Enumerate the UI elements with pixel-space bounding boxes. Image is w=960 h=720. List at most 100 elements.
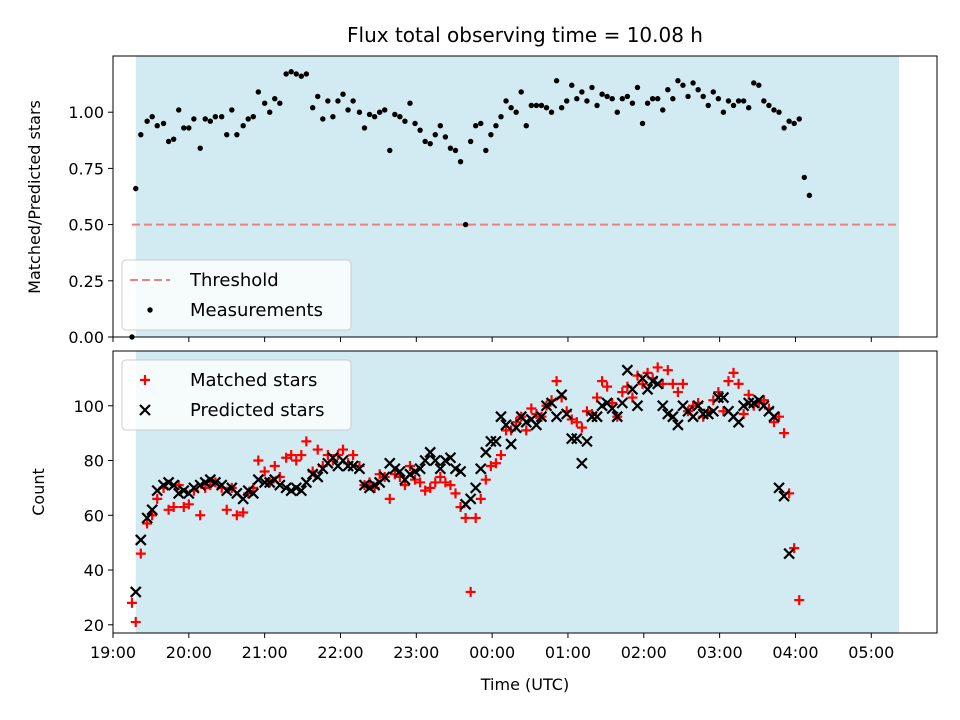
measurement-point [720,109,727,115]
predicted-star-point [258,476,271,489]
measurement-point [234,131,240,138]
measurement-point [751,80,757,86]
matched-star-point [581,406,592,417]
measurement-point [766,102,772,109]
measurement-point [288,69,294,75]
top-y-tick-label: 1.00 [68,103,104,122]
measurement-point [761,98,767,104]
predicted-star-point [209,476,222,489]
predicted-star-point [300,476,313,489]
measurement-point [356,109,363,115]
top-legend-measurement-swatch [147,307,153,313]
measurement-point [218,113,225,120]
matched-star-point [253,455,264,466]
matched-star-point [425,482,436,493]
measurement-point [710,89,717,95]
matched-star-point [617,387,628,398]
predicted-star-point [565,432,578,445]
matched-star-point [794,595,805,606]
measurement-point [330,113,336,120]
measurement-point [533,102,540,109]
x-tick-label: 04:00 [772,643,818,662]
measurement-point [513,109,519,115]
measurement-point [154,122,160,129]
matched-star-point [259,466,270,477]
predicted-star-point [707,405,720,418]
matched-star-point [576,422,587,433]
measurement-point [261,100,268,106]
x-tick-label: 20:00 [166,643,212,662]
measurement-point [538,102,545,109]
predicted-star-point [667,410,679,423]
measurement-point [801,174,808,181]
predicted-star-point [560,408,573,420]
measurement-point [806,192,813,199]
measurement-point [483,147,489,154]
measurement-point [584,98,590,104]
top-y-tick-label: 0.75 [68,159,104,178]
measurement-point [277,100,283,106]
bottom-y-tick-label: 20 [84,616,104,635]
predicted-star-point [687,410,699,423]
predicted-star-point [252,473,265,486]
measurement-point [665,87,671,93]
predicted-star-point [778,490,790,502]
matched-star-point [657,378,668,389]
bottom-y-tick-label: 40 [84,561,104,580]
matched-star-point [410,474,421,485]
measurement-point [293,71,299,77]
matched-star-point [551,376,562,387]
matched-star-point [173,480,184,491]
matched-star-point [602,381,613,392]
measurement-point [629,100,636,106]
matched-star-point [440,477,451,488]
predicted-star-point [485,435,497,448]
matched-star-point [511,417,522,428]
matched-star-point [163,504,174,515]
matched-star-point [450,488,461,499]
predicted-star-point [129,586,142,598]
matched-star-point [338,444,349,455]
measurement-point [781,125,787,131]
predicted-star-point [712,391,725,404]
matched-star-point [415,477,426,488]
predicted-star-point [274,479,286,491]
measurement-point [366,111,373,118]
matched-star-point [348,450,359,461]
predicted-star-point [394,465,406,478]
bottom-y-tick-label: 100 [73,397,104,416]
top-legend-box [121,259,352,331]
matched-star-point [195,510,206,521]
measurement-point [589,84,595,91]
measurement-point [715,96,722,102]
measurement-point [594,102,600,109]
measurement-point [452,147,459,154]
bottom-panel: 20 40 60 80 100 19:00 20:00 21:00 22:00 23:00 00:0… [73,350,938,662]
measurement-point [138,131,144,138]
matched-star-point [460,513,471,524]
predicted-star-point [295,484,308,497]
measurement-point [528,102,535,109]
matched-star-point [713,387,724,398]
predicted-star-point [480,446,492,459]
matched-star-point [135,548,146,559]
x-tick-label: 19:00 [90,643,136,662]
top-legend-label: Threshold [189,270,279,291]
matched-star-point [728,367,739,378]
measurement-point [245,116,251,122]
measurement-point [776,109,782,115]
predicted-star-point [692,399,704,412]
predicted-star-point [555,389,568,401]
measurement-point [345,107,351,113]
measurement-point [604,93,610,100]
matched-star-point [768,417,779,428]
measurement-point [325,98,331,104]
measurement-point [644,100,651,106]
measurement-point [695,87,701,93]
measurement-point [392,111,398,118]
measurement-point [298,73,305,79]
matched-star-point [677,378,688,389]
matched-star-point [168,502,179,513]
predicted-star-point [419,454,431,467]
predicted-star-point [591,410,603,423]
